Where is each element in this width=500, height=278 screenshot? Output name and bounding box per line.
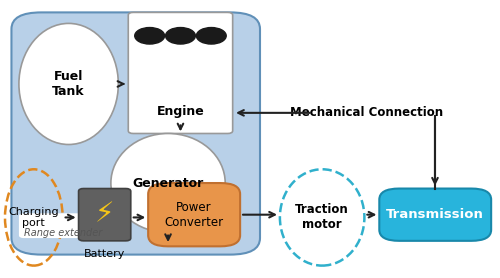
- Text: Fuel
Tank: Fuel Tank: [52, 70, 85, 98]
- FancyBboxPatch shape: [148, 183, 240, 246]
- Text: Transmission: Transmission: [386, 208, 484, 221]
- Text: Charging
port: Charging port: [8, 207, 59, 228]
- Circle shape: [134, 28, 164, 44]
- FancyBboxPatch shape: [78, 188, 131, 241]
- Ellipse shape: [19, 23, 118, 145]
- Text: ⚡: ⚡: [94, 201, 114, 229]
- Text: Generator: Generator: [132, 177, 204, 190]
- FancyBboxPatch shape: [128, 13, 232, 133]
- Text: Battery: Battery: [84, 249, 125, 259]
- Text: Power
Converter: Power Converter: [164, 201, 224, 229]
- Ellipse shape: [111, 133, 225, 233]
- FancyBboxPatch shape: [380, 188, 491, 241]
- FancyBboxPatch shape: [19, 213, 106, 238]
- Text: Mechanical Connection: Mechanical Connection: [290, 106, 444, 119]
- Text: Engine: Engine: [156, 105, 204, 118]
- FancyBboxPatch shape: [12, 13, 260, 255]
- Text: Traction
motor: Traction motor: [296, 203, 349, 232]
- Circle shape: [196, 28, 226, 44]
- Text: Range extender: Range extender: [24, 228, 102, 238]
- Circle shape: [166, 28, 196, 44]
